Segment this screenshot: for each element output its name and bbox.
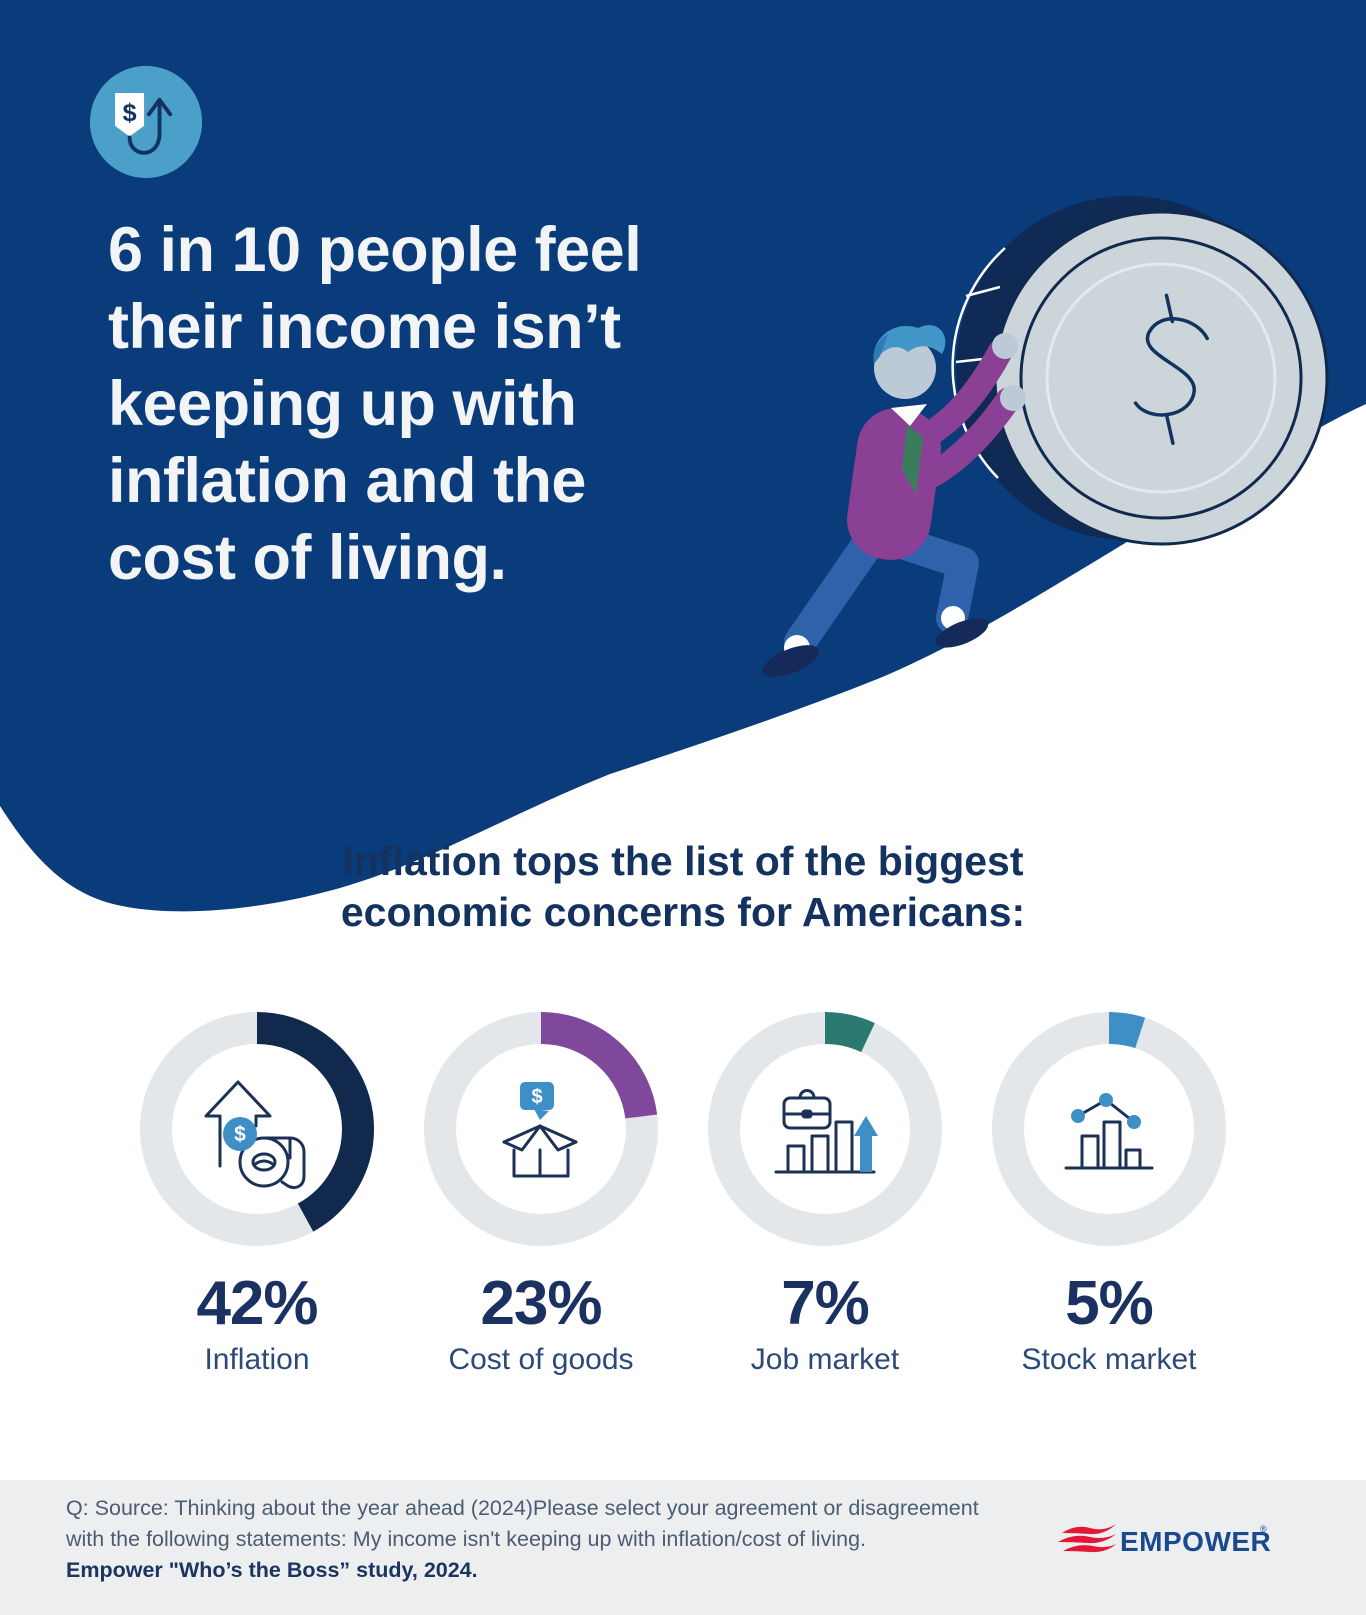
section-heading-line: economic concerns for Americans: bbox=[340, 889, 1026, 935]
stat-label: Cost of goods bbox=[448, 1343, 634, 1376]
stats-row: $ 42% Inflation bbox=[115, 1012, 1251, 1377]
source-study-line: Empower "Who’s the Boss” study, 2024. bbox=[66, 1558, 478, 1582]
stat-label: Job market bbox=[750, 1343, 900, 1376]
stat-inflation: $ 42% Inflation bbox=[115, 1012, 399, 1377]
price-tag-shape bbox=[115, 93, 145, 137]
section-heading-line: Inflation tops the list of the biggest bbox=[342, 838, 1024, 884]
stock-market-chart-icon bbox=[1064, 1093, 1154, 1170]
source-line: with the following statements: My income… bbox=[66, 1527, 866, 1551]
stat-percentage: 23% bbox=[480, 1269, 602, 1338]
stat-stock-market: 5% Stock market bbox=[967, 1012, 1251, 1377]
hero-title-line: cost of living. bbox=[108, 523, 507, 593]
cost-of-goods-box-icon: $ bbox=[502, 1082, 578, 1178]
hero-title-line: keeping up with bbox=[108, 369, 577, 439]
dollar-coin bbox=[951, 196, 1329, 546]
hero-title: 6 in 10 people feel their income isn’t k… bbox=[108, 212, 828, 597]
empower-logo-text: EMPOWER bbox=[1120, 1526, 1270, 1557]
stat-job-market: 7% Job market bbox=[683, 1012, 967, 1377]
hero-illustration bbox=[0, 0, 1366, 912]
empower-flag-icon bbox=[1058, 1524, 1116, 1553]
donut-chart-inflation: $ bbox=[140, 1012, 374, 1246]
svg-text:$: $ bbox=[123, 99, 137, 127]
hero-title-line: 6 in 10 people feel bbox=[108, 215, 642, 285]
stat-percentage: 7% bbox=[781, 1269, 870, 1338]
hero-title-line: their income isn’t bbox=[108, 292, 621, 362]
stat-cost-of-goods: $ 23% Cost of goods bbox=[399, 1012, 683, 1377]
stat-percentage: 42% bbox=[196, 1269, 318, 1338]
hero-title-line: inflation and the bbox=[108, 446, 586, 516]
registered-mark: ® bbox=[1260, 1524, 1267, 1534]
stat-label: Stock market bbox=[1021, 1343, 1197, 1376]
section-heading: Inflation tops the list of the biggest e… bbox=[0, 836, 1366, 938]
navy-wave-background bbox=[0, 0, 1366, 912]
svg-text:$: $ bbox=[531, 1086, 542, 1108]
job-market-briefcase-icon bbox=[774, 1089, 878, 1174]
source-line: Q: Source: Thinking about the year ahead… bbox=[66, 1496, 979, 1520]
coin-dollar-sign bbox=[1133, 293, 1210, 446]
empower-logo: EMPOWER ® bbox=[1058, 1524, 1270, 1557]
stat-percentage: 5% bbox=[1065, 1269, 1154, 1338]
svg-text:$: $ bbox=[234, 1123, 246, 1146]
donut-chart-cost-of-goods: $ bbox=[424, 1012, 658, 1246]
donut-chart-job-market bbox=[708, 1012, 942, 1246]
source-note: Q: Source: Thinking about the year ahead… bbox=[66, 1493, 979, 1586]
person-pushing-coin bbox=[762, 325, 1026, 677]
price-rising-icon: $ bbox=[89, 65, 203, 179]
inflation-receipt-icon: $ bbox=[204, 1080, 306, 1190]
stat-label: Inflation bbox=[204, 1343, 310, 1376]
donut-chart-stock-market bbox=[992, 1012, 1226, 1246]
footer: Q: Source: Thinking about the year ahead… bbox=[0, 1480, 1366, 1615]
